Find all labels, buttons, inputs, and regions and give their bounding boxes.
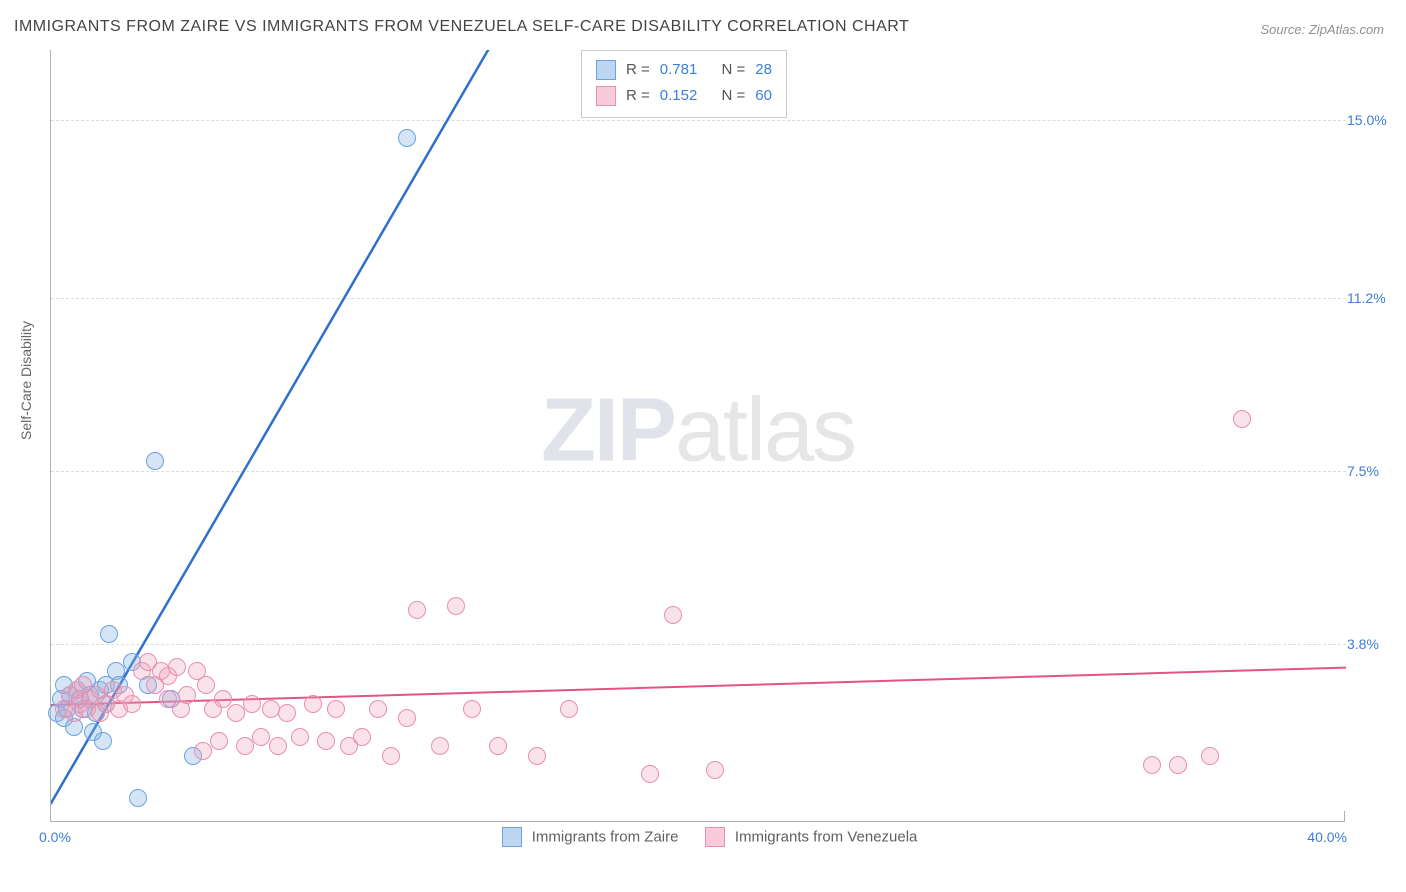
legend-swatch-blue-icon: [502, 827, 522, 847]
legend-swatch-pink-icon: [705, 827, 725, 847]
source-label: Source: ZipAtlas.com: [1260, 22, 1384, 37]
data-point-zaire: [398, 129, 416, 147]
legend-label-zaire: Immigrants from Zaire: [532, 829, 679, 846]
legend: Immigrants from Zaire Immigrants from Ve…: [51, 827, 1346, 847]
data-point-venezuela: [252, 728, 270, 746]
data-point-venezuela: [243, 695, 261, 713]
data-point-venezuela: [431, 737, 449, 755]
data-point-zaire: [94, 732, 112, 750]
watermark-bold: ZIP: [541, 380, 675, 480]
y-tick-label: 3.8%: [1347, 636, 1397, 652]
data-point-venezuela: [369, 700, 387, 718]
data-point-venezuela: [168, 658, 186, 676]
n-value-venezuela: 60: [755, 83, 772, 109]
data-point-venezuela: [291, 728, 309, 746]
y-tick-label: 11.2%: [1347, 290, 1397, 306]
legend-label-venezuela: Immigrants from Venezuela: [735, 829, 918, 846]
data-point-venezuela: [278, 704, 296, 722]
data-point-venezuela: [398, 709, 416, 727]
stats-row-zaire: R = 0.781 N = 28: [596, 57, 772, 83]
data-point-venezuela: [227, 704, 245, 722]
data-point-venezuela: [197, 676, 215, 694]
n-value-zaire: 28: [755, 57, 772, 83]
data-point-venezuela: [1201, 747, 1219, 765]
gridline: [51, 644, 1346, 645]
data-point-venezuela: [262, 700, 280, 718]
data-point-venezuela: [463, 700, 481, 718]
x-axis-end-tick: [1344, 811, 1345, 821]
r-value-zaire: 0.781: [660, 57, 698, 83]
data-point-venezuela: [1143, 756, 1161, 774]
watermark-light: atlas: [675, 380, 855, 480]
data-point-venezuela: [408, 601, 426, 619]
data-point-venezuela: [1169, 756, 1187, 774]
data-point-venezuela: [706, 761, 724, 779]
gridline: [51, 471, 1346, 472]
y-tick-label: 7.5%: [1347, 463, 1397, 479]
r-value-venezuela: 0.152: [660, 83, 698, 109]
r-label: R =: [626, 83, 650, 109]
data-point-venezuela: [528, 747, 546, 765]
swatch-pink-icon: [596, 86, 616, 106]
data-point-venezuela: [236, 737, 254, 755]
data-point-venezuela: [269, 737, 287, 755]
gridline: [51, 298, 1346, 299]
data-point-venezuela: [641, 765, 659, 783]
data-point-venezuela: [304, 695, 322, 713]
data-point-zaire: [100, 625, 118, 643]
data-point-venezuela: [317, 732, 335, 750]
y-tick-label: 15.0%: [1347, 112, 1397, 128]
swatch-blue-icon: [596, 60, 616, 80]
data-point-venezuela: [664, 606, 682, 624]
data-point-venezuela: [447, 597, 465, 615]
data-point-venezuela: [327, 700, 345, 718]
data-point-venezuela: [194, 742, 212, 760]
data-point-venezuela: [210, 732, 228, 750]
gridline: [51, 120, 1346, 121]
data-point-zaire: [146, 452, 164, 470]
plot-area: ZIPatlas 3.8%7.5%11.2%15.0% R = 0.781 N …: [50, 50, 1345, 822]
watermark: ZIPatlas: [541, 379, 855, 482]
data-point-zaire: [129, 789, 147, 807]
data-point-venezuela: [123, 695, 141, 713]
data-point-venezuela: [1233, 410, 1251, 428]
stats-row-venezuela: R = 0.152 N = 60: [596, 83, 772, 109]
data-point-venezuela: [489, 737, 507, 755]
r-label: R =: [626, 57, 650, 83]
data-point-venezuela: [560, 700, 578, 718]
y-axis-label: Self-Care Disability: [18, 321, 34, 440]
data-point-venezuela: [353, 728, 371, 746]
chart-title: IMMIGRANTS FROM ZAIRE VS IMMIGRANTS FROM…: [14, 18, 909, 36]
data-point-venezuela: [382, 747, 400, 765]
data-point-venezuela: [178, 686, 196, 704]
stats-box: R = 0.781 N = 28 R = 0.152 N = 60: [581, 50, 787, 118]
n-label: N =: [721, 83, 745, 109]
n-label: N =: [721, 57, 745, 83]
